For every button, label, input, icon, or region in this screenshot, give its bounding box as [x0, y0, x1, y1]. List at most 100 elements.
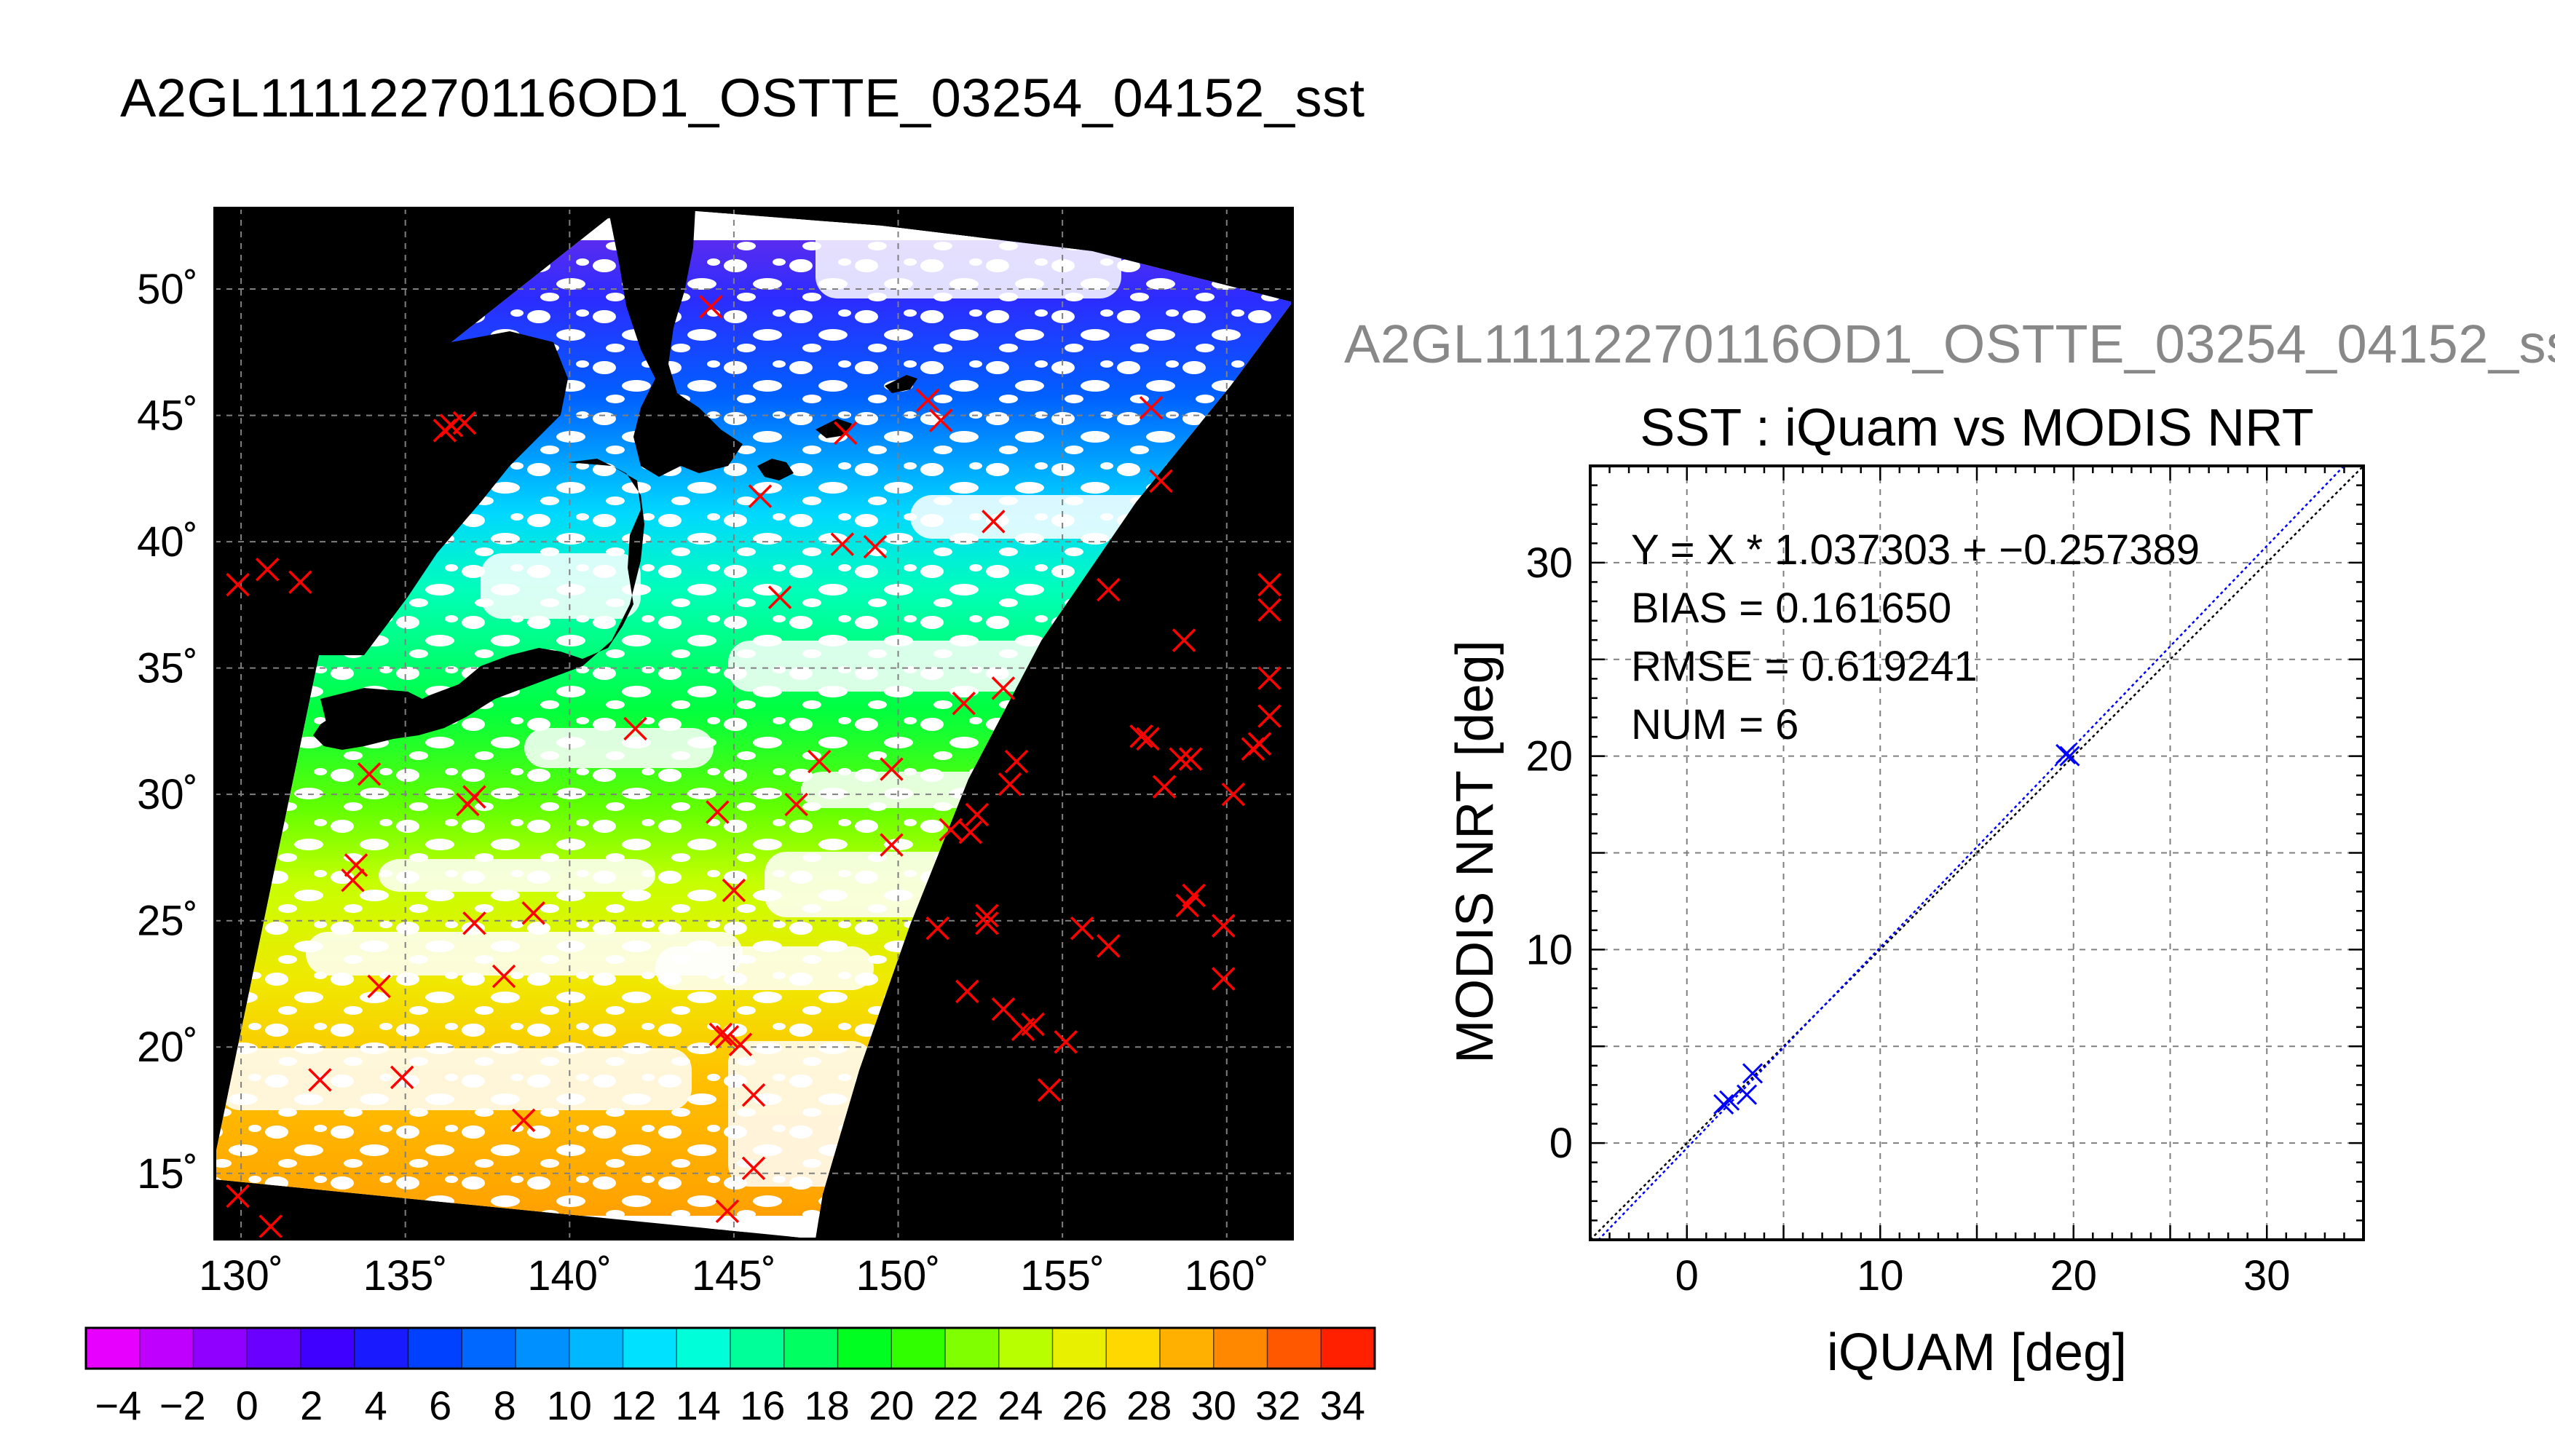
colorbar-tick-label: 28: [1126, 1382, 1172, 1428]
map-y-tick-label: 45˚: [137, 392, 198, 440]
colorbar-tick-label: 8: [494, 1382, 516, 1428]
colorbar-tick-label: 18: [805, 1382, 850, 1428]
map-y-tick-label: 35˚: [137, 645, 198, 692]
map-marker: [521, 901, 545, 925]
cloud-patch: [481, 553, 641, 619]
colorbar-tick-label: 16: [740, 1382, 785, 1428]
colorbar-segment: [1213, 1328, 1268, 1369]
cloud-patch: [218, 1048, 692, 1110]
map-marker: [390, 1065, 414, 1090]
map-marker: [784, 792, 808, 817]
colorbar-tick-label: 2: [300, 1382, 323, 1428]
land-korea-west: [215, 331, 568, 655]
colorbar-segment: [945, 1328, 1000, 1369]
map-marker: [767, 585, 792, 609]
map-marker: [834, 421, 858, 446]
map-marker: [1054, 1030, 1078, 1054]
map-x-tick-label: 135˚: [363, 1252, 448, 1299]
scatter-y-tick-label: 20: [1525, 733, 1573, 780]
scatter-x-axis: 0 10 20 30: [1675, 1252, 2291, 1299]
scatter-frame: [1589, 464, 2365, 1241]
scatter-point: [2059, 745, 2080, 767]
map-marker: [452, 411, 477, 435]
map-marker: [1152, 775, 1177, 799]
map-marker: [1070, 916, 1094, 941]
map-marker: [748, 484, 773, 508]
colorbar-tick-label: 6: [429, 1382, 451, 1428]
map-marker-layer: [226, 295, 1282, 1238]
scatter-point: [2056, 743, 2077, 765]
land-kuril-3: [885, 375, 917, 393]
map-marker: [1149, 469, 1173, 494]
map-marker: [344, 853, 368, 877]
map-marker: [1129, 724, 1153, 748]
map-x-tick-label: 145˚: [692, 1252, 776, 1299]
colorbar-frame: [84, 1326, 1376, 1370]
colorbar-segment: [998, 1328, 1053, 1369]
map-marker: [863, 534, 888, 559]
map-marker: [722, 878, 746, 903]
scatter-x-tick-label: 30: [2243, 1252, 2291, 1299]
map-marker: [1178, 747, 1203, 771]
land-shikoku-kyushu: [320, 688, 451, 737]
colorbar-segment: [676, 1328, 731, 1369]
map-y-axis: 15˚ 20˚ 25˚ 30˚ 35˚ 40˚ 45˚ 50˚: [137, 266, 198, 1198]
cloud-patch: [524, 728, 714, 768]
map-marker: [880, 757, 904, 781]
colorbar-segment: [462, 1328, 516, 1369]
map-marker: [1169, 747, 1193, 771]
map-marker: [1097, 934, 1121, 958]
map-marker: [226, 1184, 250, 1208]
map-marker: [1136, 727, 1160, 751]
map-marker: [1004, 749, 1029, 774]
cloud-patch: [379, 859, 655, 892]
scatter-stat-line: Y = X * 1.037303 + −0.257389: [1631, 526, 2200, 574]
map-x-tick-label: 130˚: [199, 1252, 283, 1299]
colorbar-tick-label: 34: [1320, 1382, 1365, 1428]
colorbar-segment: [301, 1328, 355, 1369]
map-marker: [991, 676, 1016, 700]
colorbar-segment: [1052, 1328, 1107, 1369]
colorbar-segment: [86, 1328, 141, 1369]
map-y-tick-label: 50˚: [137, 266, 198, 313]
map-marker: [728, 1032, 753, 1057]
map-title: A2GL11112270116OD1_OSTTE_03254_04152_sst: [120, 68, 1365, 128]
colorbar-tick-label: −2: [159, 1382, 206, 1428]
map-marker: [975, 911, 999, 935]
scatter-point: [1719, 1090, 1740, 1111]
colorbar-segment: [569, 1328, 623, 1369]
map-marker: [706, 800, 730, 824]
map-marker: [715, 1199, 740, 1224]
map-marker: [462, 911, 486, 935]
scatter-y-tick-label: 0: [1549, 1120, 1573, 1167]
map-marker: [915, 388, 940, 413]
colorbar-tick-label: 0: [236, 1382, 258, 1428]
map-grid: [215, 208, 1292, 1239]
land-hokkaido-sakhalin: [608, 208, 743, 477]
scatter-y-tick-label: 10: [1525, 926, 1573, 973]
map-marker: [1139, 395, 1164, 420]
sst-scatter-panel: SST : iQuam vs MODIS NRT Y = X * 1.03730…: [1446, 399, 2365, 1382]
scatter-y-label: MODIS NRT [deg]: [1446, 640, 1504, 1064]
map-marker: [741, 1083, 766, 1107]
map-frame-border: [213, 207, 1294, 1241]
scatter-subtitle: A2GL11112270116OD1_OSTTE_03254_04152_sst: [1344, 314, 2555, 374]
scatter-x-tick-label: 20: [2050, 1252, 2097, 1299]
map-marker: [982, 510, 1006, 534]
map-marker: [699, 295, 723, 319]
scatter-x-tick-label: 0: [1675, 1252, 1699, 1299]
map-marker: [255, 558, 280, 582]
colorbar-segment: [837, 1328, 892, 1369]
land-layer: [215, 208, 917, 750]
cloud-patch: [765, 852, 968, 917]
map-marker: [367, 974, 391, 999]
map-marker: [955, 979, 979, 1004]
colorbar: −4 −2 0 2 4 6 8 10 12 14 16 18 20 22 24 26 28 30 32 34: [84, 1326, 1376, 1428]
colorbar-segment: [783, 1328, 838, 1369]
colorbar-segment: [1267, 1328, 1322, 1369]
colorbar-tick-label: 30: [1191, 1382, 1236, 1428]
scatter-stat-line: RMSE = 0.619241: [1631, 643, 1978, 690]
map-marker: [357, 762, 382, 786]
colorbar-segment: [730, 1328, 785, 1369]
map-marker: [807, 749, 832, 774]
